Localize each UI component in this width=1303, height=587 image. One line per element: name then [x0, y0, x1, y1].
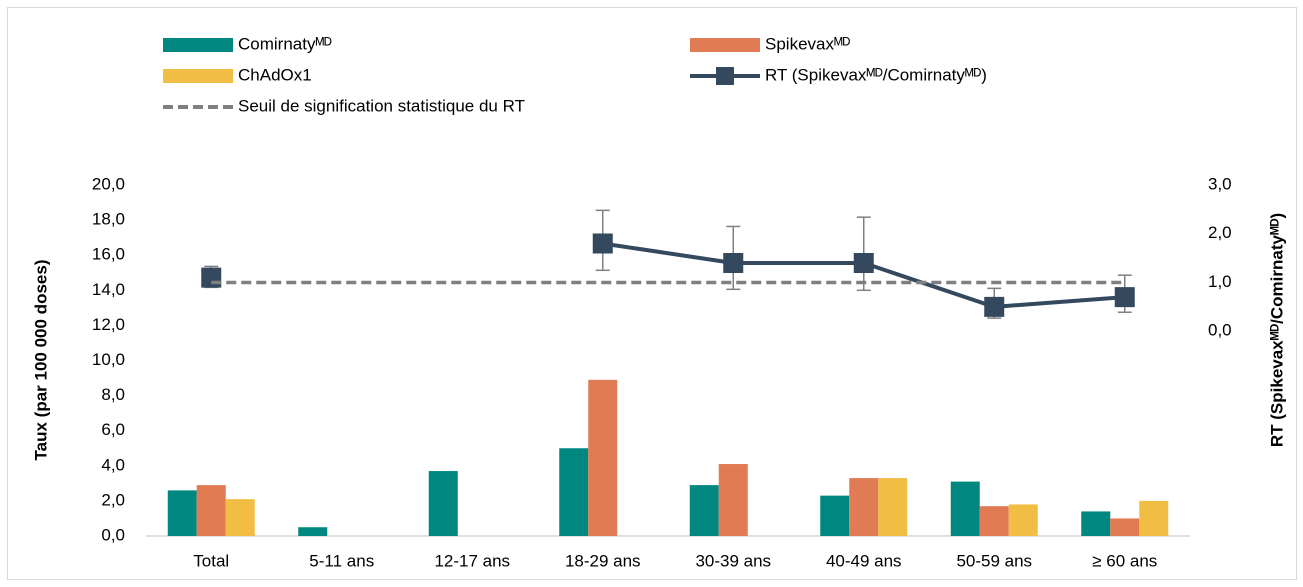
marker: [984, 296, 1005, 317]
y2-tick-label: 2,0: [1208, 223, 1232, 242]
y-tick-label: 18,0: [92, 210, 125, 229]
legend-label: RT (Spikevaxᴹᴰ/Comirnatyᴹᴰ): [765, 65, 987, 84]
x-tick-label: 50-59 ans: [956, 551, 1032, 570]
legend-label: ChAdOx1: [238, 65, 312, 84]
y-tick-label: 20,0: [92, 174, 125, 193]
bar: [225, 499, 255, 536]
y-tick-label: 10,0: [92, 350, 125, 369]
bar: [1081, 511, 1111, 536]
y-tick-label: 14,0: [92, 280, 125, 299]
bar: [878, 478, 908, 536]
bar: [979, 506, 1009, 536]
x-tick-label: 5-11 ans: [309, 551, 374, 570]
y-tick-label: 2,0: [101, 490, 125, 509]
y2-tick-label: 1,0: [1208, 272, 1232, 291]
bar: [428, 471, 458, 536]
marker: [201, 267, 222, 288]
legend-marker: [716, 67, 734, 85]
x-tick-label: ≥ 60 ans: [1092, 551, 1157, 570]
marker: [723, 253, 744, 273]
legend-label: Seuil de signification statistique du RT: [238, 96, 525, 115]
y-axis-title: Taux (par 100 000 doses): [31, 260, 50, 461]
legend-swatch: [163, 69, 233, 83]
marker: [1114, 287, 1135, 308]
y-tick-label: 8,0: [101, 385, 125, 404]
bar: [689, 485, 719, 536]
y2-tick-label: 3,0: [1208, 174, 1232, 193]
y2-axis-title: RT (Spikevaxᴹᴰ/Comirnatyᴹᴰ): [1267, 213, 1286, 447]
legend-label: Spikevaxᴹᴰ: [765, 34, 851, 53]
y-tick-label: 6,0: [101, 420, 125, 439]
bar: [559, 448, 589, 536]
bar: [849, 478, 879, 536]
bar: [950, 481, 980, 536]
bar: [196, 485, 226, 536]
chart-border: [7, 7, 1297, 580]
x-tick-label: Total: [193, 551, 229, 570]
y2-tick-label: 0,0: [1208, 321, 1232, 340]
x-tick-label: 30-39 ans: [695, 551, 771, 570]
legend-swatch: [163, 38, 233, 52]
marker: [592, 233, 613, 254]
y-tick-label: 16,0: [92, 245, 125, 264]
bar: [1008, 504, 1038, 536]
bar: [718, 464, 748, 536]
bar: [820, 495, 850, 536]
bar: [1110, 518, 1140, 536]
x-tick-label: 40-49 ans: [826, 551, 902, 570]
x-tick-label: 18-29 ans: [565, 551, 641, 570]
x-tick-label: 12-17 ans: [434, 551, 510, 570]
bar: [588, 379, 618, 536]
legend-swatch: [690, 38, 760, 52]
y-tick-label: 4,0: [101, 455, 125, 474]
y-tick-label: 0,0: [101, 525, 125, 544]
y-tick-label: 12,0: [92, 315, 125, 334]
marker: [853, 253, 874, 273]
bar: [167, 490, 197, 536]
bar: [298, 527, 328, 536]
legend-label: Comirnatyᴹᴰ: [238, 34, 332, 53]
bar: [1139, 500, 1169, 536]
